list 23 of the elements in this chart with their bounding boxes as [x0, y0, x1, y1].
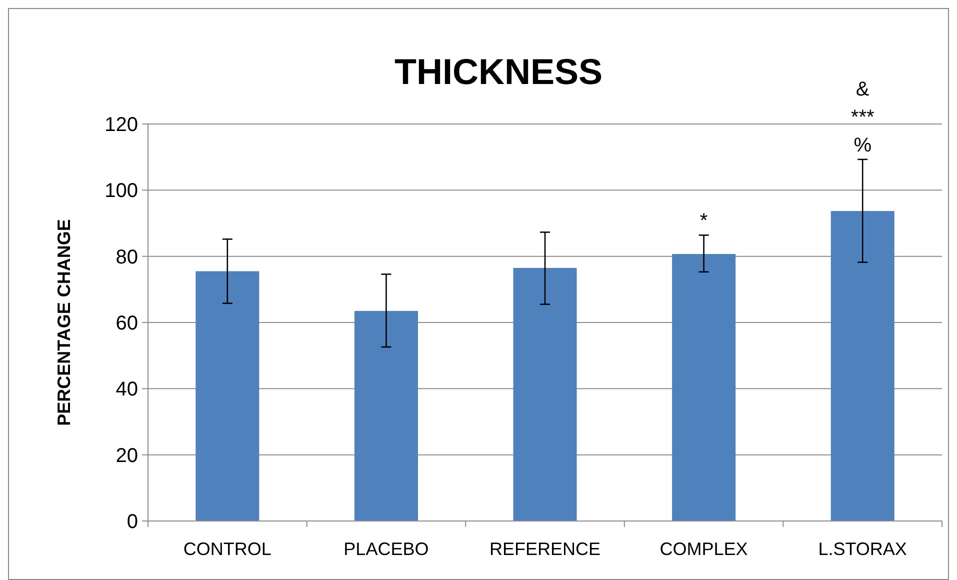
- bar: [672, 254, 736, 521]
- x-tick-label: REFERENCE: [489, 539, 601, 559]
- chart-title: THICKNESS: [394, 51, 603, 92]
- annotation: %: [854, 134, 872, 156]
- y-tick-label: 20: [116, 444, 138, 467]
- annotation: &: [856, 78, 870, 100]
- x-tick-label: COMPLEX: [660, 539, 748, 559]
- y-tick-label: 0: [126, 511, 138, 533]
- bar: [196, 271, 260, 521]
- annotation: *: [700, 210, 708, 232]
- x-tick-label: CONTROL: [183, 539, 272, 559]
- x-tick-label: PLACEBO: [344, 539, 429, 559]
- y-tick-label: 80: [116, 246, 138, 268]
- bar: [354, 310, 418, 521]
- y-tick-label: 100: [104, 180, 138, 202]
- bar: [513, 268, 577, 521]
- bar: [830, 211, 894, 521]
- y-axis-title: PERCENTAGE CHANGE: [54, 219, 74, 426]
- y-tick-label: 120: [104, 114, 138, 136]
- y-tick-label: 40: [116, 378, 138, 401]
- x-tick-label: L.STORAX: [818, 539, 907, 559]
- annotation: ***: [850, 106, 874, 128]
- y-tick-label: 60: [116, 312, 138, 334]
